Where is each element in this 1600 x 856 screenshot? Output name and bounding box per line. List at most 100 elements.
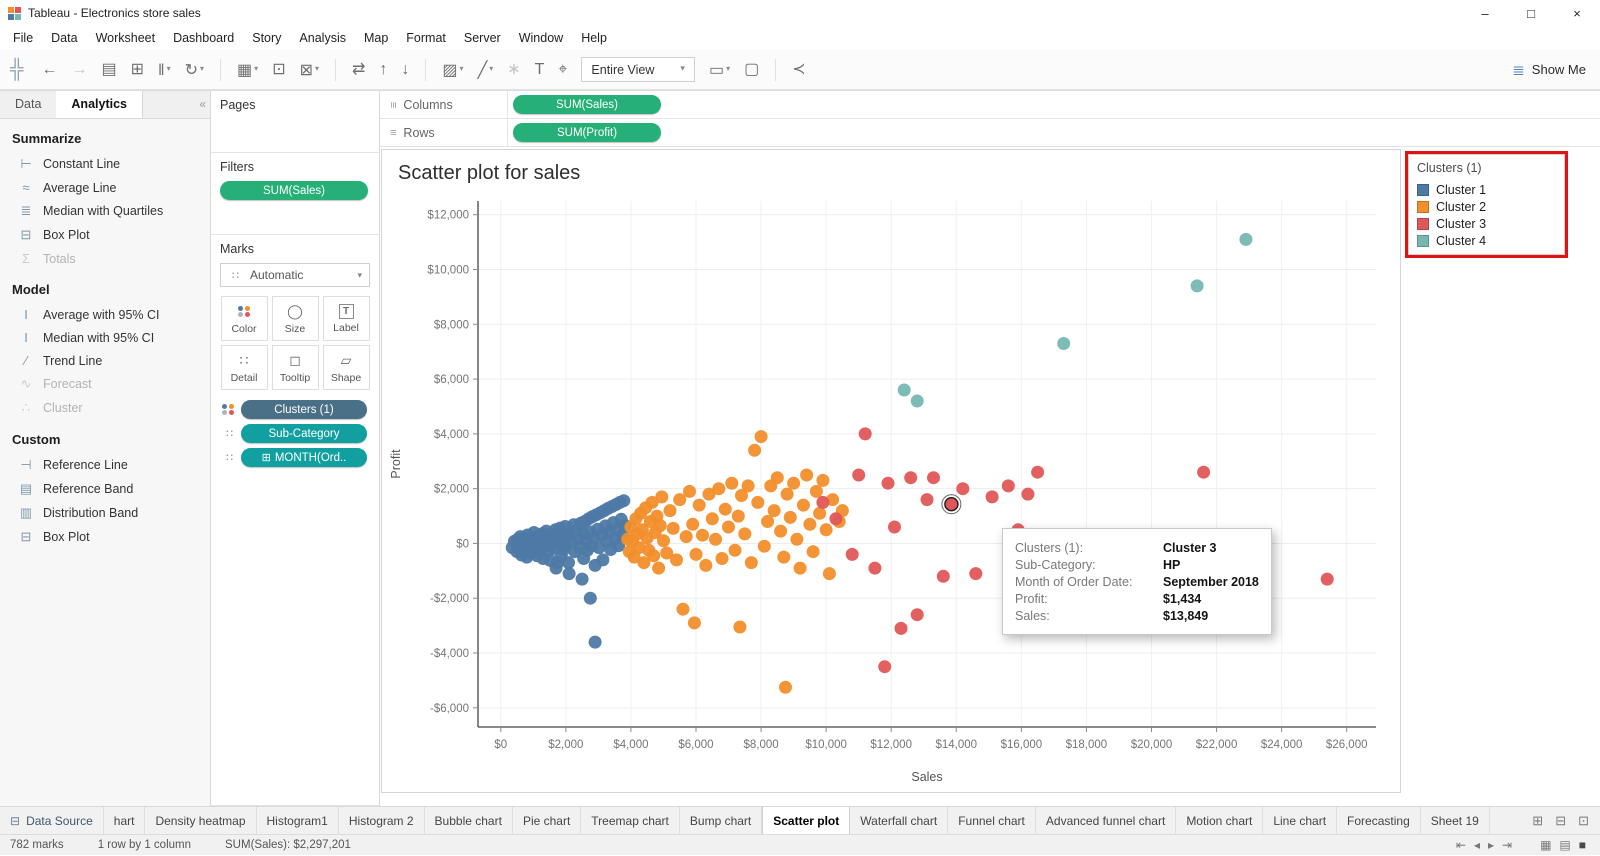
scatter-point-cluster-2[interactable] — [816, 473, 830, 487]
save-icon[interactable]: ▤ — [101, 60, 117, 78]
scatter-point-cluster-2[interactable] — [819, 523, 833, 537]
scatter-point-cluster-2[interactable] — [813, 506, 827, 520]
scatter-point-cluster-1[interactable] — [588, 558, 602, 572]
sheet-tab-advanced-funnel-chart[interactable]: Advanced funnel chart — [1036, 807, 1177, 834]
menu-item-dashboard[interactable]: Dashboard — [173, 31, 235, 45]
sheet-tab-forecasting[interactable]: Forecasting — [1337, 807, 1421, 834]
scatter-point-cluster-2[interactable] — [660, 546, 674, 560]
scatter-plot-svg[interactable]: $12,000 $10,000 $8,000 $6,000 $4,000 $2,000 $0… — [382, 187, 1398, 787]
scatter-point-cluster-2[interactable] — [809, 484, 823, 498]
scatter-point-cluster-1[interactable] — [562, 567, 576, 581]
scatter-point-cluster-2[interactable] — [702, 487, 716, 501]
sheet-tab-line-chart[interactable]: Line chart — [1263, 807, 1338, 834]
scatter-point-cluster-2[interactable] — [744, 556, 758, 570]
scatter-point-cluster-4[interactable] — [1190, 279, 1204, 293]
scatter-point-cluster-3[interactable] — [985, 490, 999, 504]
sheet-sorter-icon[interactable]: ▦ — [1540, 838, 1552, 852]
scatter-point-cluster-2[interactable] — [774, 524, 788, 538]
scatter-point-cluster-3[interactable] — [1197, 465, 1211, 479]
scatter-point-cluster-2[interactable] — [796, 498, 810, 512]
show-me-button[interactable]: ≣ Show Me — [1512, 61, 1586, 79]
scatter-point-cluster-2[interactable] — [754, 430, 768, 444]
analytics-item-trend-line[interactable]: ∕ Trend Line — [0, 349, 210, 372]
sheet-tab-hart[interactable]: hart — [104, 807, 146, 834]
scatter-point-cluster-2[interactable] — [663, 504, 677, 518]
scatter-point-cluster-2[interactable] — [653, 519, 667, 533]
scatter-point-cluster-2[interactable] — [718, 502, 732, 516]
previous-sheet-icon[interactable]: ◂ — [1473, 838, 1480, 852]
scatter-point-cluster-3[interactable] — [868, 561, 882, 575]
scatter-point-cluster-3[interactable] — [1031, 465, 1045, 479]
scatter-point-cluster-2[interactable] — [647, 549, 661, 563]
scatter-point-cluster-2[interactable] — [645, 495, 659, 509]
scatter-point-cluster-1[interactable] — [583, 591, 597, 605]
tabs-view-icon[interactable]: ■ — [1578, 838, 1586, 852]
sheet-tab-histogram-2[interactable]: Histogram 2 — [339, 807, 425, 834]
legend-item-cluster-2[interactable]: Cluster 2 — [1409, 198, 1564, 215]
scatter-point-cluster-2[interactable] — [787, 476, 801, 490]
analytics-item-average-with-95-ci[interactable]: I Average with 95% CI — [0, 303, 210, 326]
menu-item-analysis[interactable]: Analysis — [299, 31, 346, 45]
sheet-tab-density-heatmap[interactable]: Density heatmap — [145, 807, 257, 834]
next-sheet-icon[interactable]: ▸ — [1487, 838, 1494, 852]
scatter-point-cluster-2[interactable] — [686, 517, 700, 531]
scatter-point-cluster-2[interactable] — [725, 476, 739, 490]
scatter-point-cluster-1[interactable] — [617, 494, 631, 508]
analytics-item-box-plot[interactable]: ⊟ Box Plot — [0, 223, 210, 247]
undo-icon[interactable]: ← — [41, 60, 58, 78]
sheet-tab-pie-chart[interactable]: Pie chart — [513, 807, 582, 834]
scatter-point-cluster-2[interactable] — [777, 550, 791, 564]
scatter-point-cluster-2[interactable] — [741, 479, 755, 493]
sheet-tab-funnel-chart[interactable]: Funnel chart — [948, 807, 1036, 834]
sort-descending-icon[interactable]: ↓ — [401, 60, 410, 78]
scatter-point-cluster-1[interactable] — [551, 556, 565, 570]
scatter-point-cluster-1[interactable] — [575, 572, 589, 586]
sheet-tab-motion-chart[interactable]: Motion chart — [1176, 807, 1264, 834]
scatter-point-cluster-2[interactable] — [770, 471, 784, 485]
scatter-point-cluster-2[interactable] — [670, 553, 683, 567]
scatter-point-cluster-2[interactable] — [687, 616, 701, 630]
scatter-point-cluster-2[interactable] — [666, 521, 680, 535]
scatter-point-cluster-2[interactable] — [673, 493, 687, 507]
scatter-point-cluster-3[interactable] — [1320, 572, 1334, 586]
swap-axes-icon[interactable]: ⇄ — [352, 60, 366, 78]
scatter-point-cluster-2[interactable] — [822, 567, 836, 581]
pin-icon[interactable]: ⌖ — [558, 60, 568, 78]
sheet-tab-waterfall-chart[interactable]: Waterfall chart — [850, 807, 949, 834]
sheet-tab-data-source[interactable]: ⊟ Data Source — [0, 807, 104, 834]
scatter-point-cluster-3[interactable] — [920, 493, 934, 507]
scatter-point-cluster-2[interactable] — [751, 495, 765, 509]
new-story-tab-icon[interactable]: ⊡ — [1578, 812, 1589, 828]
scatter-point-cluster-2[interactable] — [652, 561, 666, 575]
scatter-point-cluster-3[interactable] — [878, 660, 892, 674]
scatter-point-cluster-2[interactable] — [676, 602, 690, 616]
columns-pill-sum-sales[interactable]: SUM(Sales) — [513, 95, 661, 114]
analytics-item-median-with-quartiles[interactable]: ≣ Median with Quartiles — [0, 199, 210, 223]
scatter-point-cluster-2[interactable] — [692, 498, 706, 512]
analytics-item-constant-line[interactable]: ⊢ Constant Line — [0, 152, 210, 176]
scatter-point-cluster-2[interactable] — [757, 539, 771, 553]
scatter-point-cluster-2[interactable] — [748, 443, 762, 457]
pause-updates-icon[interactable]: ‖ ▾ — [158, 61, 171, 79]
sheet-tab-histogram1[interactable]: Histogram1 — [257, 807, 339, 834]
clear-sheet-icon[interactable]: ⊠ ▾ — [299, 61, 320, 79]
scatter-point-cluster-4[interactable] — [910, 394, 924, 408]
scatter-point-cluster-2[interactable] — [715, 552, 729, 565]
scatter-point-cluster-3[interactable] — [816, 495, 830, 509]
scatter-point-cluster-3[interactable] — [969, 567, 983, 581]
scatter-point-cluster-2[interactable] — [735, 489, 748, 502]
scatter-point-cluster-3[interactable] — [936, 569, 950, 583]
scatter-point-cluster-1[interactable] — [562, 556, 575, 570]
filter-pill-sum-sales[interactable]: SUM(Sales) — [220, 181, 368, 200]
scatter-point-cluster-3[interactable] — [1001, 479, 1015, 493]
sheet-tab-scatter-plot[interactable]: Scatter plot — [762, 807, 851, 834]
highlighted-point[interactable] — [944, 497, 959, 512]
mark-labels-icon[interactable]: ▭ ▾ — [708, 61, 731, 79]
scatter-point-cluster-3[interactable] — [904, 471, 918, 485]
new-worksheet-tab-icon[interactable]: ⊞ — [1532, 812, 1544, 828]
first-sheet-icon[interactable]: ⇤ — [1455, 838, 1466, 852]
analytics-item-distribution-band[interactable]: ▥ Distribution Band — [0, 501, 210, 525]
sheet-tab-bump-chart[interactable]: Bump chart — [680, 807, 763, 834]
close-button[interactable]: × — [1573, 5, 1581, 21]
scatter-point-cluster-2[interactable] — [709, 532, 722, 546]
